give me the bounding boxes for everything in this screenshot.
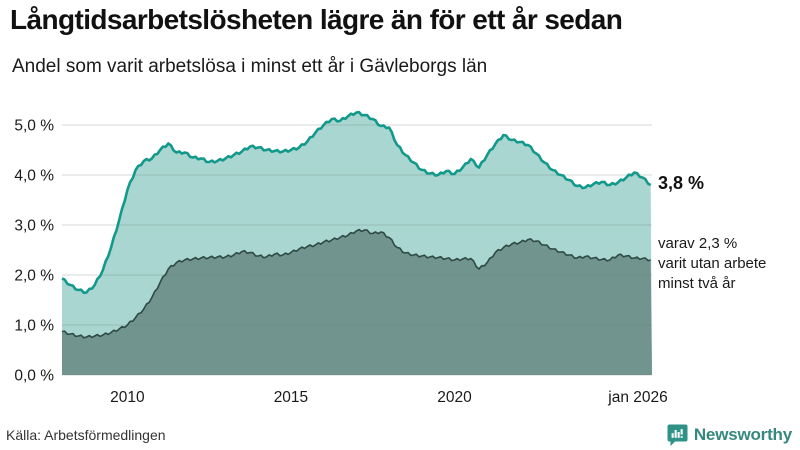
x-tick-label: jan 2026 — [607, 389, 667, 406]
x-tick-label: 2015 — [274, 389, 308, 406]
brand-name: Newsworthy — [693, 425, 792, 444]
page-title: Långtidsarbetslösheten lägre än för ett … — [10, 4, 623, 35]
area-two-year — [62, 229, 652, 375]
y-tick-label: 4,0 % — [14, 168, 54, 185]
source-credit: Källa: Arbetsförmedlingen — [6, 427, 166, 443]
y-tick-label: 5,0 % — [14, 118, 54, 135]
line-total — [61, 110, 652, 295]
y-tick-label: 1,0 % — [14, 318, 54, 335]
y-tick-label: 3,0 % — [14, 218, 54, 235]
y-tick-label: 2,0 % — [14, 268, 54, 285]
y-tick-label: 0,0 % — [14, 368, 54, 385]
two-year-annotation: varav 2,3 % varit utan arbete minst två … — [658, 235, 767, 292]
brand-logo: Newsworthy — [667, 424, 792, 446]
chart-subtitle: Andel som varit arbetslösa i minst ett å… — [12, 56, 488, 77]
line-two-year — [61, 228, 651, 339]
newsworthy-icon — [667, 424, 688, 446]
latest-value-label: 3,8 % — [658, 173, 705, 193]
x-tick-label: 2010 — [110, 389, 145, 406]
x-tick-label: 2020 — [437, 389, 472, 406]
